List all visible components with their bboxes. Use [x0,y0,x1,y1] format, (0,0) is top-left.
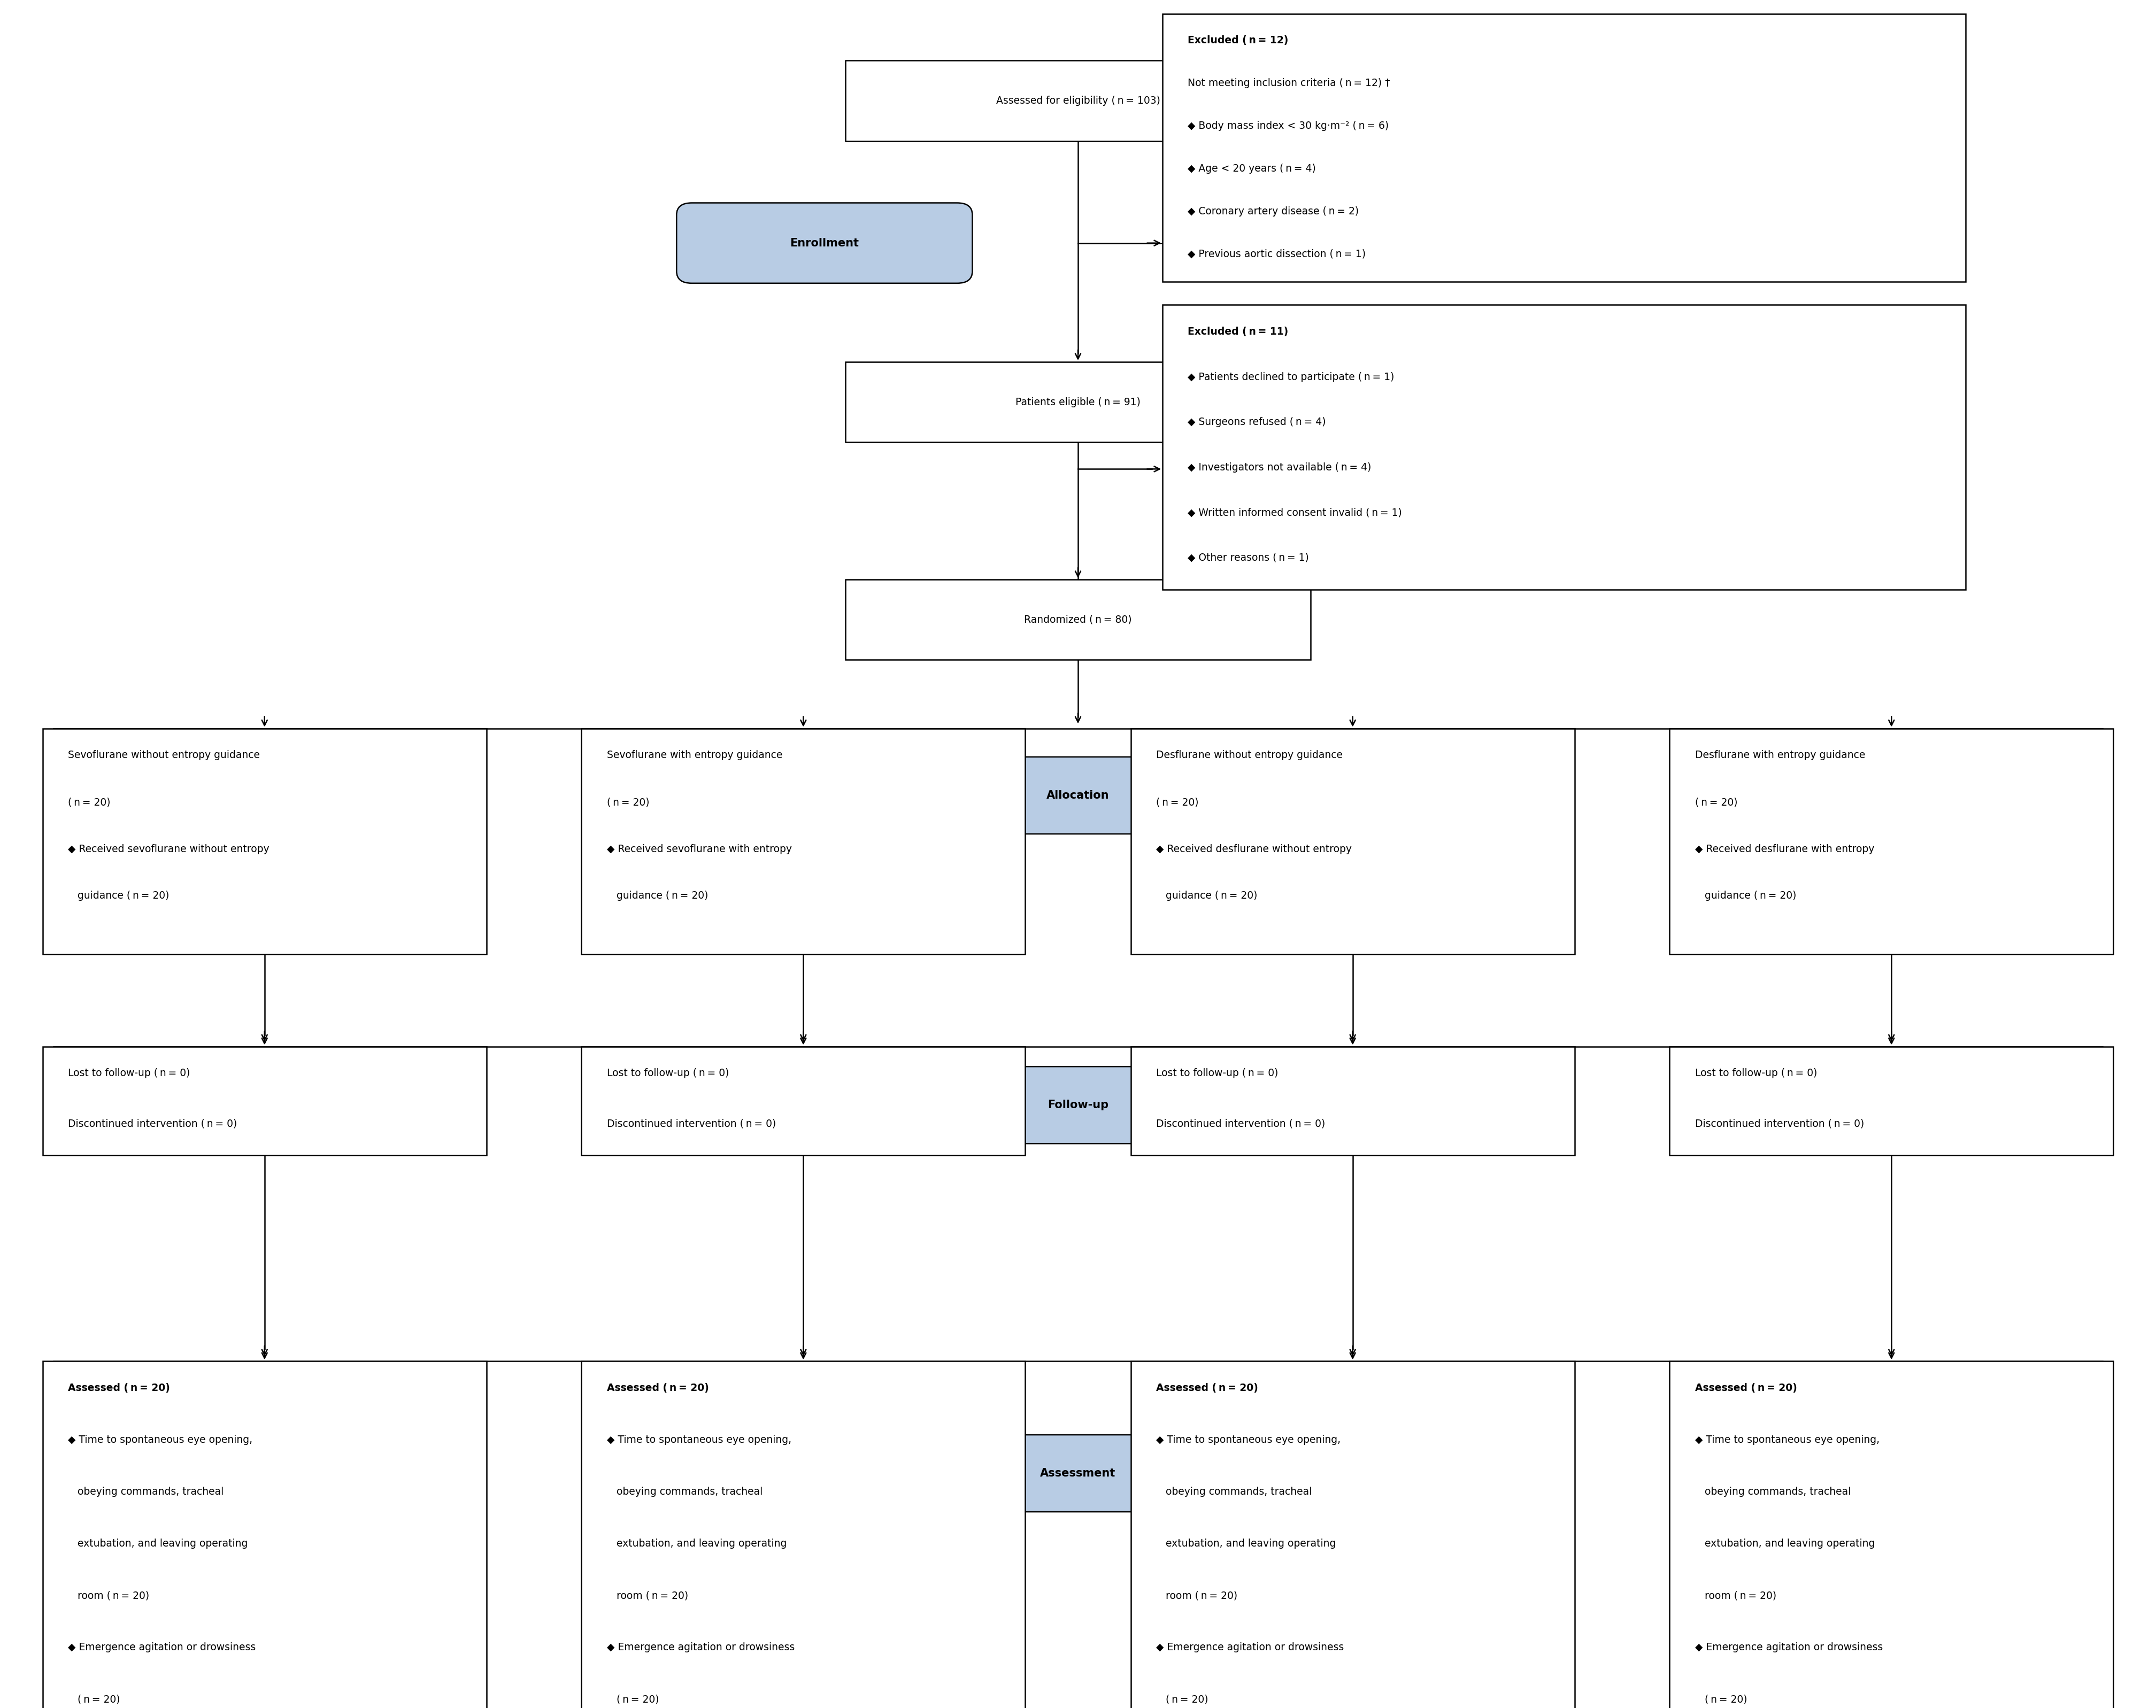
Text: ◆ Emergence agitation or drowsiness: ◆ Emergence agitation or drowsiness [606,1643,796,1653]
Text: Lost to follow-up ( n = 0): Lost to follow-up ( n = 0) [606,1068,729,1078]
Text: ( n = 20): ( n = 20) [1156,1694,1207,1705]
Bar [1162,14,1966,282]
Text: ◆ Previous aortic dissection ( n = 1): ◆ Previous aortic dissection ( n = 1) [1188,249,1367,260]
Text: ◆ Written informed consent invalid ( n = 1): ◆ Written informed consent invalid ( n =… [1188,507,1401,518]
Text: ◆ Time to spontaneous eye opening,: ◆ Time to spontaneous eye opening, [1695,1435,1880,1445]
Text: Assessed ( n = 20): Assessed ( n = 20) [1156,1383,1259,1394]
Bar [582,1361,1024,1708]
Text: Randomized ( n = 80): Randomized ( n = 80) [1024,615,1132,625]
Text: obeying commands, tracheal: obeying commands, tracheal [69,1486,224,1496]
Text: Discontinued intervention ( n = 0): Discontinued intervention ( n = 0) [606,1119,776,1129]
Bar [845,60,1311,142]
Text: Excluded ( n = 11): Excluded ( n = 11) [1188,326,1289,336]
FancyBboxPatch shape [929,1066,1227,1144]
Text: ( n = 20): ( n = 20) [1695,1694,1746,1705]
Text: ◆ Investigators not available ( n = 4): ◆ Investigators not available ( n = 4) [1188,463,1371,473]
Bar [1130,1047,1574,1155]
Bar [1130,729,1574,955]
Text: obeying commands, tracheal: obeying commands, tracheal [1695,1486,1850,1496]
Text: extubation, and leaving operating: extubation, and leaving operating [1156,1539,1337,1549]
Text: Discontinued intervention ( n = 0): Discontinued intervention ( n = 0) [1695,1119,1865,1129]
Text: ( n = 20): ( n = 20) [69,798,110,808]
Bar [43,1047,487,1155]
Text: ◆ Received sevoflurane with entropy: ◆ Received sevoflurane with entropy [606,844,791,854]
Text: Allocation: Allocation [1046,791,1110,801]
Text: ◆ Emergence agitation or drowsiness: ◆ Emergence agitation or drowsiness [1695,1643,1882,1653]
Text: ◆ Patients declined to participate ( n = 1): ◆ Patients declined to participate ( n =… [1188,372,1395,383]
Text: Excluded ( n = 12): Excluded ( n = 12) [1188,36,1289,46]
Text: ( n = 20): ( n = 20) [69,1694,121,1705]
Bar [582,729,1024,955]
Text: Lost to follow-up ( n = 0): Lost to follow-up ( n = 0) [1695,1068,1818,1078]
Text: Not meeting inclusion criteria ( n = 12) †: Not meeting inclusion criteria ( n = 12)… [1188,79,1391,89]
Bar [582,1047,1024,1155]
Text: guidance ( n = 20): guidance ( n = 20) [1156,892,1257,902]
Text: Assessed for eligibility ( n = 103): Assessed for eligibility ( n = 103) [996,96,1160,106]
Text: ( n = 20): ( n = 20) [606,1694,660,1705]
Text: guidance ( n = 20): guidance ( n = 20) [1695,892,1796,902]
Text: ◆ Body mass index < 30 kg·m⁻² ( n = 6): ◆ Body mass index < 30 kg·m⁻² ( n = 6) [1188,121,1388,132]
Text: Patients eligible ( n = 91): Patients eligible ( n = 91) [1015,396,1141,407]
Text: ◆ Emergence agitation or drowsiness: ◆ Emergence agitation or drowsiness [1156,1643,1343,1653]
Text: ( n = 20): ( n = 20) [1156,798,1199,808]
Text: ◆ Time to spontaneous eye opening,: ◆ Time to spontaneous eye opening, [606,1435,791,1445]
Text: obeying commands, tracheal: obeying commands, tracheal [1156,1486,1311,1496]
Bar [1669,729,2113,955]
Text: Discontinued intervention ( n = 0): Discontinued intervention ( n = 0) [1156,1119,1326,1129]
Text: ◆ Other reasons ( n = 1): ◆ Other reasons ( n = 1) [1188,553,1309,564]
Text: room ( n = 20): room ( n = 20) [1156,1590,1238,1600]
Text: Follow-up: Follow-up [1048,1100,1108,1110]
Text: guidance ( n = 20): guidance ( n = 20) [606,892,707,902]
Text: Assessment: Assessment [1039,1467,1117,1479]
Text: Sevoflurane with entropy guidance: Sevoflurane with entropy guidance [606,750,783,760]
Text: ◆ Emergence agitation or drowsiness: ◆ Emergence agitation or drowsiness [69,1643,257,1653]
Text: obeying commands, tracheal: obeying commands, tracheal [606,1486,763,1496]
Text: Assessed ( n = 20): Assessed ( n = 20) [69,1383,170,1394]
Text: guidance ( n = 20): guidance ( n = 20) [69,892,170,902]
Text: Assessed ( n = 20): Assessed ( n = 20) [606,1383,709,1394]
Text: Enrollment: Enrollment [789,237,858,248]
Text: ( n = 20): ( n = 20) [606,798,649,808]
Text: ◆ Received desflurane without entropy: ◆ Received desflurane without entropy [1156,844,1352,854]
Bar [845,362,1311,442]
Bar [1162,306,1966,589]
Text: Assessed ( n = 20): Assessed ( n = 20) [1695,1383,1798,1394]
Text: ◆ Time to spontaneous eye opening,: ◆ Time to spontaneous eye opening, [1156,1435,1341,1445]
Text: ◆ Coronary artery disease ( n = 2): ◆ Coronary artery disease ( n = 2) [1188,207,1358,217]
Text: extubation, and leaving operating: extubation, and leaving operating [69,1539,248,1549]
Bar [1130,1361,1574,1708]
FancyBboxPatch shape [677,203,972,284]
Bar [845,579,1311,659]
Text: room ( n = 20): room ( n = 20) [606,1590,688,1600]
Bar [1669,1361,2113,1708]
Text: ◆ Age < 20 years ( n = 4): ◆ Age < 20 years ( n = 4) [1188,164,1315,174]
FancyBboxPatch shape [929,757,1227,834]
Text: extubation, and leaving operating: extubation, and leaving operating [606,1539,787,1549]
Text: Lost to follow-up ( n = 0): Lost to follow-up ( n = 0) [69,1068,190,1078]
Text: Sevoflurane without entropy guidance: Sevoflurane without entropy guidance [69,750,261,760]
Text: Desflurane without entropy guidance: Desflurane without entropy guidance [1156,750,1343,760]
Bar [1669,1047,2113,1155]
Text: Desflurane with entropy guidance: Desflurane with entropy guidance [1695,750,1865,760]
Bar [43,729,487,955]
Text: Lost to follow-up ( n = 0): Lost to follow-up ( n = 0) [1156,1068,1279,1078]
Bar [43,1361,487,1708]
Text: ◆ Received desflurane with entropy: ◆ Received desflurane with entropy [1695,844,1874,854]
Text: ◆ Time to spontaneous eye opening,: ◆ Time to spontaneous eye opening, [69,1435,252,1445]
Text: extubation, and leaving operating: extubation, and leaving operating [1695,1539,1876,1549]
Text: room ( n = 20): room ( n = 20) [69,1590,149,1600]
Text: ( n = 20): ( n = 20) [1695,798,1738,808]
FancyBboxPatch shape [929,1435,1227,1512]
Text: ◆ Received sevoflurane without entropy: ◆ Received sevoflurane without entropy [69,844,270,854]
Text: room ( n = 20): room ( n = 20) [1695,1590,1777,1600]
Text: ◆ Surgeons refused ( n = 4): ◆ Surgeons refused ( n = 4) [1188,417,1326,427]
Text: Discontinued intervention ( n = 0): Discontinued intervention ( n = 0) [69,1119,237,1129]
